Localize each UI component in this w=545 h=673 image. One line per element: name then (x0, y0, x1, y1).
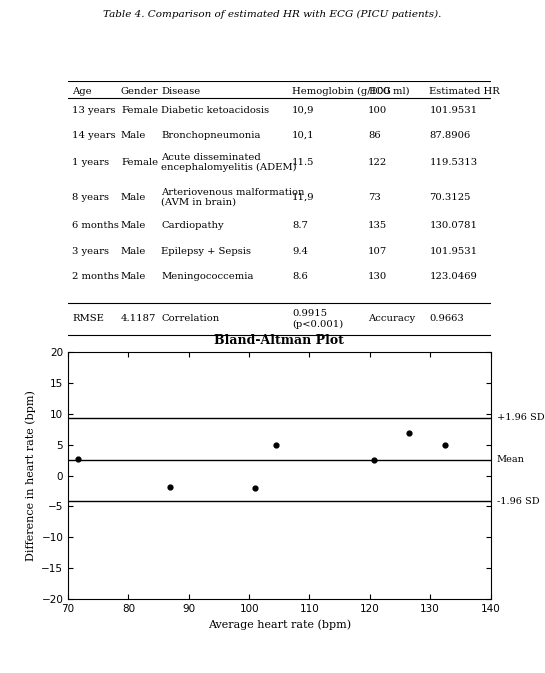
Text: 9.4: 9.4 (292, 247, 308, 256)
Text: Gender: Gender (121, 87, 159, 96)
Text: 13 years: 13 years (72, 106, 116, 115)
Text: 122: 122 (368, 158, 387, 167)
Text: 14 years: 14 years (72, 131, 116, 139)
Text: Male: Male (121, 192, 146, 202)
Text: Diabetic ketoacidosis: Diabetic ketoacidosis (161, 106, 269, 115)
Text: 8.7: 8.7 (292, 221, 308, 230)
Text: Male: Male (121, 221, 146, 230)
Text: 87.8906: 87.8906 (429, 131, 470, 139)
Text: 3 years: 3 years (72, 247, 110, 256)
Text: Meningococcemia: Meningococcemia (161, 272, 253, 281)
Text: Cardiopathy: Cardiopathy (161, 221, 223, 230)
Text: 11.5: 11.5 (292, 158, 314, 167)
Text: 8 years: 8 years (72, 192, 110, 202)
Text: 107: 107 (368, 247, 387, 256)
Point (370, 455, 379, 466)
Text: 135: 135 (368, 221, 387, 230)
Text: Table 4. Comparison of estimated HR with ECG (PICU patients).: Table 4. Comparison of estimated HR with… (104, 10, 441, 20)
Point (74, 454, 82, 464)
Text: ECG: ECG (368, 87, 391, 96)
X-axis label: Average heart rate (bpm): Average heart rate (bpm) (208, 619, 351, 630)
Text: Male: Male (121, 131, 146, 139)
Title: Bland-Altman Plot: Bland-Altman Plot (214, 334, 344, 347)
Text: Estimated HR: Estimated HR (429, 87, 500, 96)
Text: 73: 73 (368, 192, 381, 202)
Text: 1 years: 1 years (72, 158, 110, 167)
Point (405, 427, 414, 438)
Text: 4.1187: 4.1187 (121, 314, 156, 324)
Text: 100: 100 (368, 106, 387, 115)
Text: Epilepsy + Sepsis: Epilepsy + Sepsis (161, 247, 251, 256)
Text: 130.0781: 130.0781 (429, 221, 477, 230)
Text: 10,1: 10,1 (292, 131, 314, 139)
Text: 2 months: 2 months (72, 272, 119, 281)
Text: 101.9531: 101.9531 (429, 106, 477, 115)
Text: Mean: Mean (496, 455, 524, 464)
Text: Female: Female (121, 158, 158, 167)
Text: 119.5313: 119.5313 (429, 158, 477, 167)
Text: Accuracy: Accuracy (368, 314, 415, 324)
Text: Acute disseminated
encephalomyelitis (ADEM): Acute disseminated encephalomyelitis (AD… (161, 153, 296, 172)
Point (272, 439, 281, 450)
Text: 86: 86 (368, 131, 380, 139)
Text: 130: 130 (368, 272, 387, 281)
Y-axis label: Difference in heart rate (bpm): Difference in heart rate (bpm) (25, 390, 36, 561)
Text: 0.9663: 0.9663 (429, 314, 464, 324)
Text: 101.9531: 101.9531 (429, 247, 477, 256)
Text: +1.96 SD: +1.96 SD (496, 413, 544, 423)
Text: Male: Male (121, 247, 146, 256)
Text: 123.0469: 123.0469 (429, 272, 477, 281)
Point (441, 440, 450, 451)
Text: Disease: Disease (161, 87, 201, 96)
Text: 70.3125: 70.3125 (429, 192, 471, 202)
Text: Arteriovenous malformation
(AVM in brain): Arteriovenous malformation (AVM in brain… (161, 188, 305, 207)
Point (166, 482, 175, 493)
Text: 11,9: 11,9 (292, 192, 314, 202)
Text: -1.96 SD: -1.96 SD (496, 497, 539, 505)
Text: 0.9915
(p<0.001): 0.9915 (p<0.001) (292, 309, 343, 329)
Text: RMSE: RMSE (72, 314, 104, 324)
Text: Bronchopneumonia: Bronchopneumonia (161, 131, 261, 139)
Text: Age: Age (72, 87, 92, 96)
Point (251, 483, 259, 493)
Text: 6 months: 6 months (72, 221, 119, 230)
Text: 8.6: 8.6 (292, 272, 308, 281)
Text: Male: Male (121, 272, 146, 281)
Text: Hemoglobin (g/100 ml): Hemoglobin (g/100 ml) (292, 87, 410, 96)
Text: Correlation: Correlation (161, 314, 219, 324)
Text: Female: Female (121, 106, 158, 115)
Text: 10,9: 10,9 (292, 106, 314, 115)
